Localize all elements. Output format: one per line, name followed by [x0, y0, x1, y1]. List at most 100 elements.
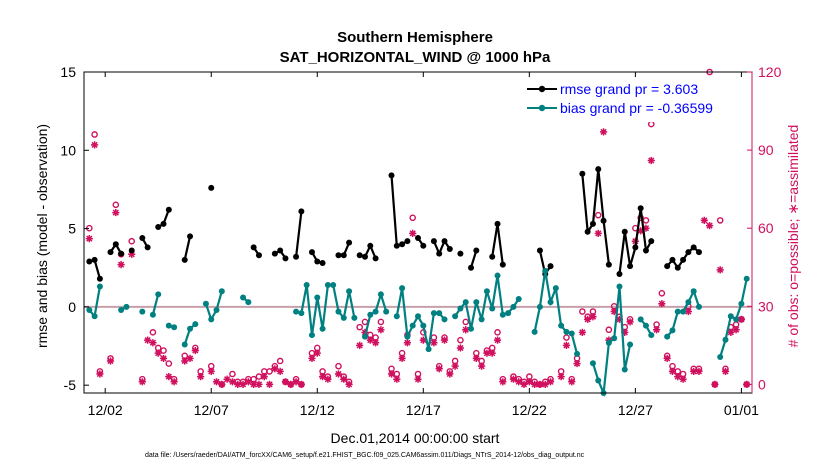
- y-axis-label-left: rmse and bias (model - observation): [34, 124, 50, 348]
- obs-assimilated-marker: [674, 372, 682, 381]
- bias-point: [478, 316, 485, 323]
- obs-assimilated-marker: [334, 370, 343, 378]
- rmse-point: [595, 166, 602, 173]
- bias-point: [685, 299, 692, 306]
- obs-assimilated-marker: [377, 326, 385, 334]
- bias-point: [155, 291, 162, 298]
- obs-assimilated-marker: [117, 261, 125, 269]
- bias-point: [404, 333, 411, 340]
- rmse-point: [208, 184, 215, 191]
- rmse-point: [356, 252, 363, 259]
- rmse-point: [637, 205, 644, 212]
- obs-assimilated-marker: [159, 354, 168, 362]
- bias-point: [245, 299, 252, 306]
- legend-rmse-label: rmse grand pr = 3.603: [560, 81, 698, 97]
- obs-assimilated-marker: [451, 362, 459, 370]
- obs-assimilated-marker: [287, 380, 295, 389]
- bias-point: [149, 311, 156, 318]
- rmse-point: [118, 250, 125, 257]
- bias-point: [547, 299, 554, 306]
- obs-assimilated-marker: [711, 380, 719, 389]
- bias-point: [642, 322, 649, 329]
- legend-bias-label: bias grand pr = -0.36599: [560, 100, 713, 116]
- rmse-point: [250, 244, 257, 251]
- rmse-point: [155, 224, 162, 231]
- obs-possible-marker: [494, 329, 501, 336]
- rmse-point: [473, 247, 480, 254]
- rmse-point: [393, 242, 400, 249]
- bias-point: [616, 283, 623, 290]
- bias-point: [399, 285, 406, 292]
- rmse-point: [346, 239, 353, 246]
- bias-point: [473, 299, 480, 306]
- bias-point: [139, 308, 146, 315]
- obs-possible-marker: [377, 318, 385, 326]
- rmse-point: [441, 238, 448, 245]
- obs-assimilated-marker: [281, 378, 290, 386]
- rmse-point: [277, 247, 284, 254]
- obs-assimilated-marker: [626, 318, 634, 326]
- rmse-point: [271, 250, 278, 257]
- obs-assimilated-marker: [181, 357, 189, 365]
- bias-point: [690, 288, 697, 295]
- rmse-point: [685, 249, 692, 256]
- rmse-line-segment: [183, 236, 192, 261]
- bias-point: [361, 333, 368, 340]
- obs-assimilated-marker: [239, 380, 247, 389]
- bias-line-segment: [295, 283, 356, 336]
- obs-assimilated-marker: [557, 372, 565, 381]
- obs-assimilated-marker: [488, 349, 496, 357]
- bias-point: [499, 311, 506, 318]
- rmse-point: [319, 260, 326, 267]
- obs-assimilated-marker: [520, 380, 528, 389]
- obs-assimilated-marker: [138, 378, 146, 386]
- x-tick-label: 12/27: [618, 402, 653, 418]
- rmse-point: [547, 263, 554, 270]
- bias-point: [483, 288, 490, 295]
- obs-possible-marker: [335, 362, 342, 370]
- rmse-point: [86, 258, 93, 265]
- footnote-data-file: data file: /Users/raeder/DAI/ATM_forcXX/…: [145, 452, 585, 459]
- bias-point: [664, 333, 671, 340]
- obs-assimilated-marker: [96, 370, 104, 378]
- bias-point: [717, 353, 724, 360]
- rmse-point: [314, 258, 321, 265]
- y-tick-label-right: 120: [758, 64, 782, 80]
- obs-assimilated-marker: [690, 367, 698, 375]
- y-tick-label-right: 30: [758, 298, 774, 314]
- legend: rmse grand pr = 3.603 bias grand pr = -0…: [522, 78, 740, 122]
- rmse-point: [621, 228, 628, 235]
- bias-point: [409, 322, 416, 329]
- obs-assimilated-marker: [525, 378, 533, 386]
- bias-point: [648, 332, 655, 339]
- x-tick-label: 12/07: [194, 402, 229, 418]
- bias-point: [605, 339, 612, 346]
- obs-assimilated-marker: [584, 315, 592, 323]
- obs-assimilated-marker: [509, 375, 518, 383]
- bias-point: [680, 308, 687, 315]
- obs-assimilated-marker: [371, 339, 380, 347]
- obs-assimilated-marker: [531, 380, 539, 389]
- bias-point: [621, 366, 628, 373]
- obs-assimilated-marker: [478, 362, 486, 370]
- obs-assimilated-marker: [244, 378, 252, 386]
- obs-assimilated-marker: [165, 372, 173, 381]
- obs-possible-marker: [579, 308, 586, 315]
- rmse-point: [112, 241, 119, 248]
- obs-possible-marker: [112, 201, 120, 209]
- bias-point: [171, 324, 178, 331]
- rmse-point: [367, 242, 374, 249]
- bias-point: [377, 291, 384, 298]
- obs-possible-marker: [356, 323, 363, 331]
- rmse-point: [499, 261, 506, 268]
- y-tick-label-left: 15: [60, 64, 76, 80]
- bias-point: [192, 321, 199, 328]
- rmse-point: [632, 244, 639, 251]
- right-axis: 0 30 60 90 120: [747, 64, 782, 393]
- bias-point: [425, 346, 432, 353]
- obs-assimilated-marker: [91, 141, 99, 149]
- rmse-point: [298, 208, 305, 215]
- obs-possible-marker: [658, 289, 666, 297]
- obs-assimilated-marker: [589, 313, 597, 321]
- rmse-point: [181, 256, 188, 263]
